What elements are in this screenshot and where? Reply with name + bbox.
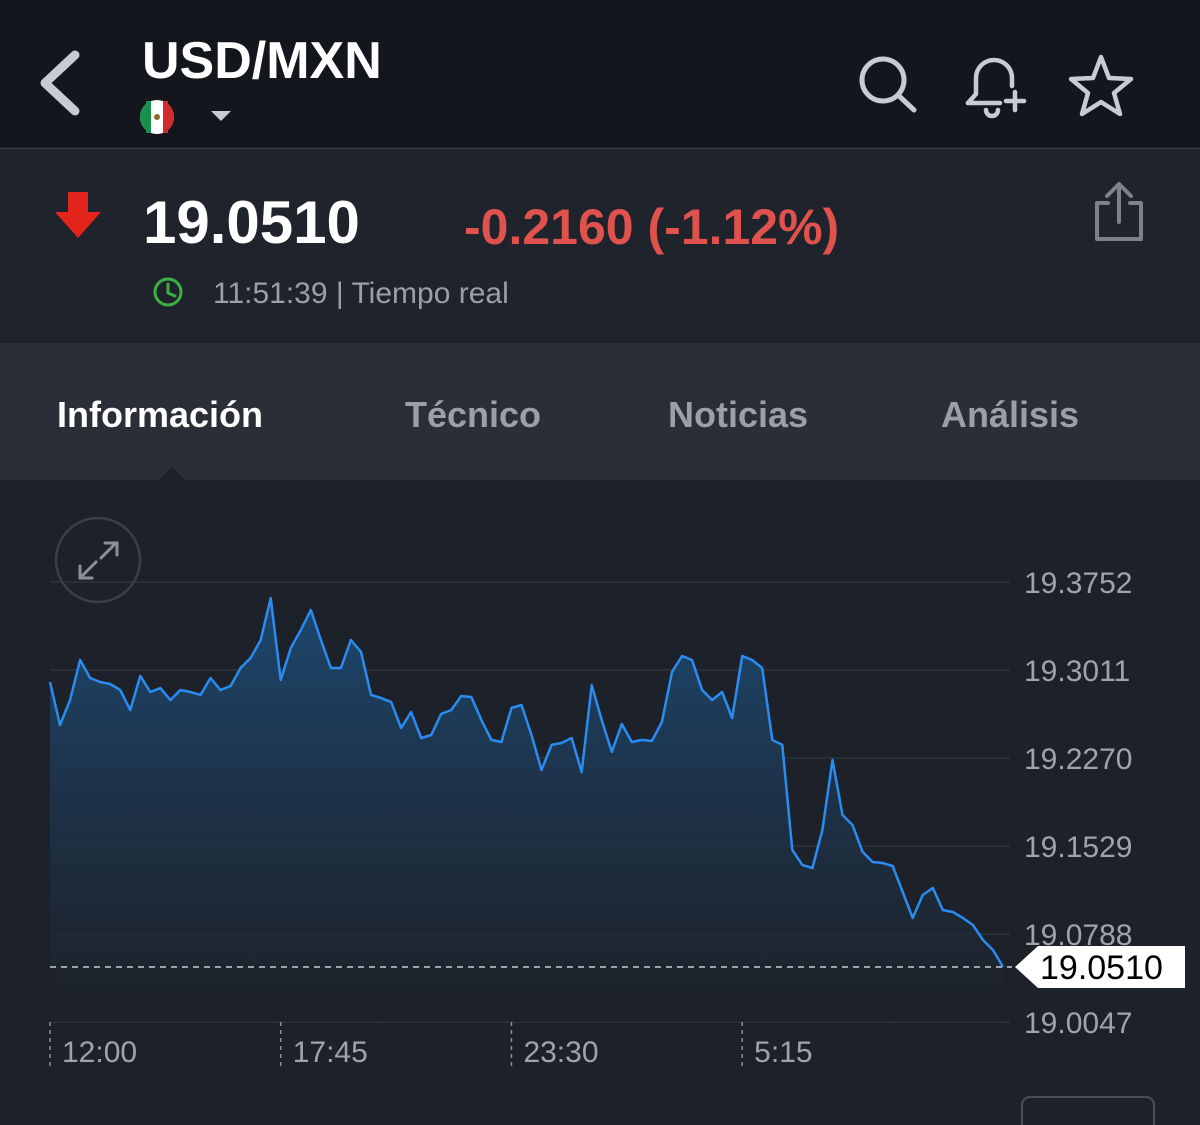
flag: [139, 100, 175, 134]
alert-icon[interactable]: [965, 57, 1027, 119]
area-fill: [50, 598, 1003, 1022]
tab-indicator: [158, 467, 186, 481]
dropdown-arrow[interactable]: [211, 111, 231, 121]
pair-title: USD/MXN: [142, 32, 382, 90]
y-tick-label: 19.2270: [1024, 743, 1132, 776]
clock-icon: [153, 277, 183, 307]
y-tick-label: 19.3752: [1024, 567, 1132, 600]
tab[interactable]: Información: [57, 394, 263, 435]
x-tick-label: 12:00: [62, 1036, 137, 1069]
share-icon[interactable]: [1095, 182, 1143, 241]
search-icon[interactable]: [859, 56, 917, 113]
last-price: 19.0510: [143, 189, 360, 256]
last-price-label: 19.0510: [1040, 949, 1163, 987]
y-tick-label: 19.3011: [1024, 655, 1130, 688]
tab-bar: [0, 343, 1200, 480]
chart-type-button[interactable]: [1021, 1096, 1155, 1125]
x-tick-label: 23:30: [523, 1036, 598, 1069]
down-arrow: [55, 192, 101, 238]
last-price-tag: [1015, 946, 1185, 989]
back-button[interactable]: [40, 50, 80, 116]
tab[interactable]: Noticias: [668, 394, 808, 435]
y-tick-label: 19.1529: [1024, 831, 1132, 864]
tab[interactable]: Técnico: [405, 394, 541, 435]
favorite-icon[interactable]: [1068, 54, 1134, 117]
header-bar: [0, 0, 1200, 148]
quote-time: 11:51:39 | Tiempo real: [213, 277, 509, 310]
price-chart: 19.004719.078819.152919.227019.301119.37…: [48, 567, 1185, 1070]
price-line: [48, 596, 1005, 968]
x-tick-label: 17:45: [293, 1036, 368, 1069]
tab[interactable]: Análisis: [941, 394, 1079, 435]
quote-panel: [0, 149, 1200, 343]
expand-button[interactable]: [54, 516, 142, 604]
price-change: -0.2160 (-1.12%): [464, 199, 839, 255]
x-tick-label: 5:15: [754, 1036, 812, 1069]
y-tick-label: 19.0047: [1024, 1007, 1132, 1040]
